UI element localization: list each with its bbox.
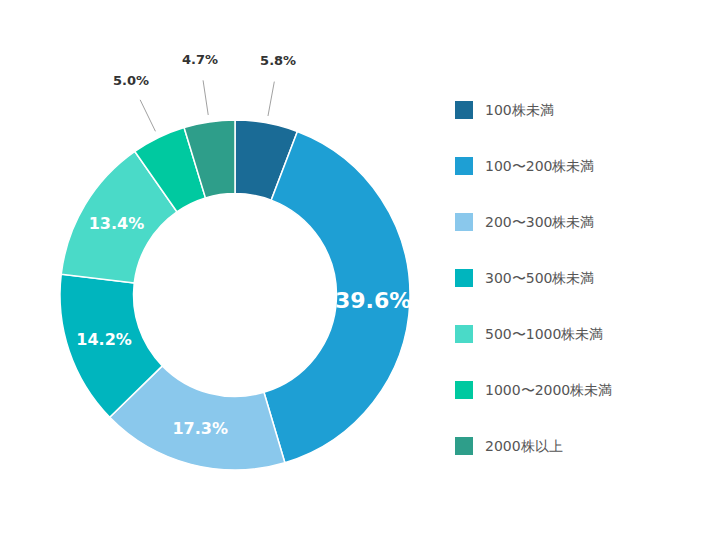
leader-line	[140, 100, 155, 131]
legend-item: 200〜300株未満	[455, 213, 594, 231]
data-label: 5.8%	[260, 53, 296, 68]
slice	[184, 120, 235, 198]
data-label: 39.6%	[335, 288, 411, 313]
data-labels: 5.8% 39.6% 17.3% 14.2% 13.4% 5.0% 4.7%	[76, 52, 411, 438]
data-label: 14.2%	[76, 330, 132, 349]
legend-item: 500〜1000株未満	[455, 325, 603, 343]
legend-swatch	[455, 325, 473, 343]
legend-swatch	[455, 213, 473, 231]
data-label: 4.7%	[182, 52, 218, 67]
legend: 100株未満 100〜200株未満 200〜300株未満 300〜500株未満 500〜…	[455, 101, 612, 455]
legend-label: 200〜300株未満	[485, 214, 594, 230]
legend-label: 500〜1000株未満	[485, 326, 603, 342]
slice	[60, 274, 162, 417]
legend-item: 100〜200株未満	[455, 157, 594, 175]
data-label: 17.3%	[172, 419, 228, 438]
leader-line	[203, 80, 208, 115]
legend-swatch	[455, 437, 473, 455]
chart: 5.8%39.6%17.3%14.2%13.4%5.0%4.7%100株未満10…	[0, 0, 720, 560]
legend-swatch	[455, 157, 473, 175]
legend-label: 100〜200株未満	[485, 158, 594, 174]
legend-label: 300〜500株未満	[485, 270, 594, 286]
legend-label: 1000〜2000株未満	[485, 382, 612, 398]
data-label: 13.4%	[89, 214, 145, 233]
legend-item: 100株未満	[455, 101, 554, 119]
data-label: 5.0%	[113, 73, 149, 88]
legend-label: 2000株以上	[485, 438, 563, 454]
legend-swatch	[455, 101, 473, 119]
legend-label: 100株未満	[485, 102, 554, 118]
leader-line	[268, 82, 274, 116]
legend-item: 1000〜2000株未満	[455, 381, 612, 399]
legend-swatch	[455, 269, 473, 287]
legend-swatch	[455, 381, 473, 399]
legend-item: 300〜500株未満	[455, 269, 594, 287]
legend-item: 2000株以上	[455, 437, 563, 455]
